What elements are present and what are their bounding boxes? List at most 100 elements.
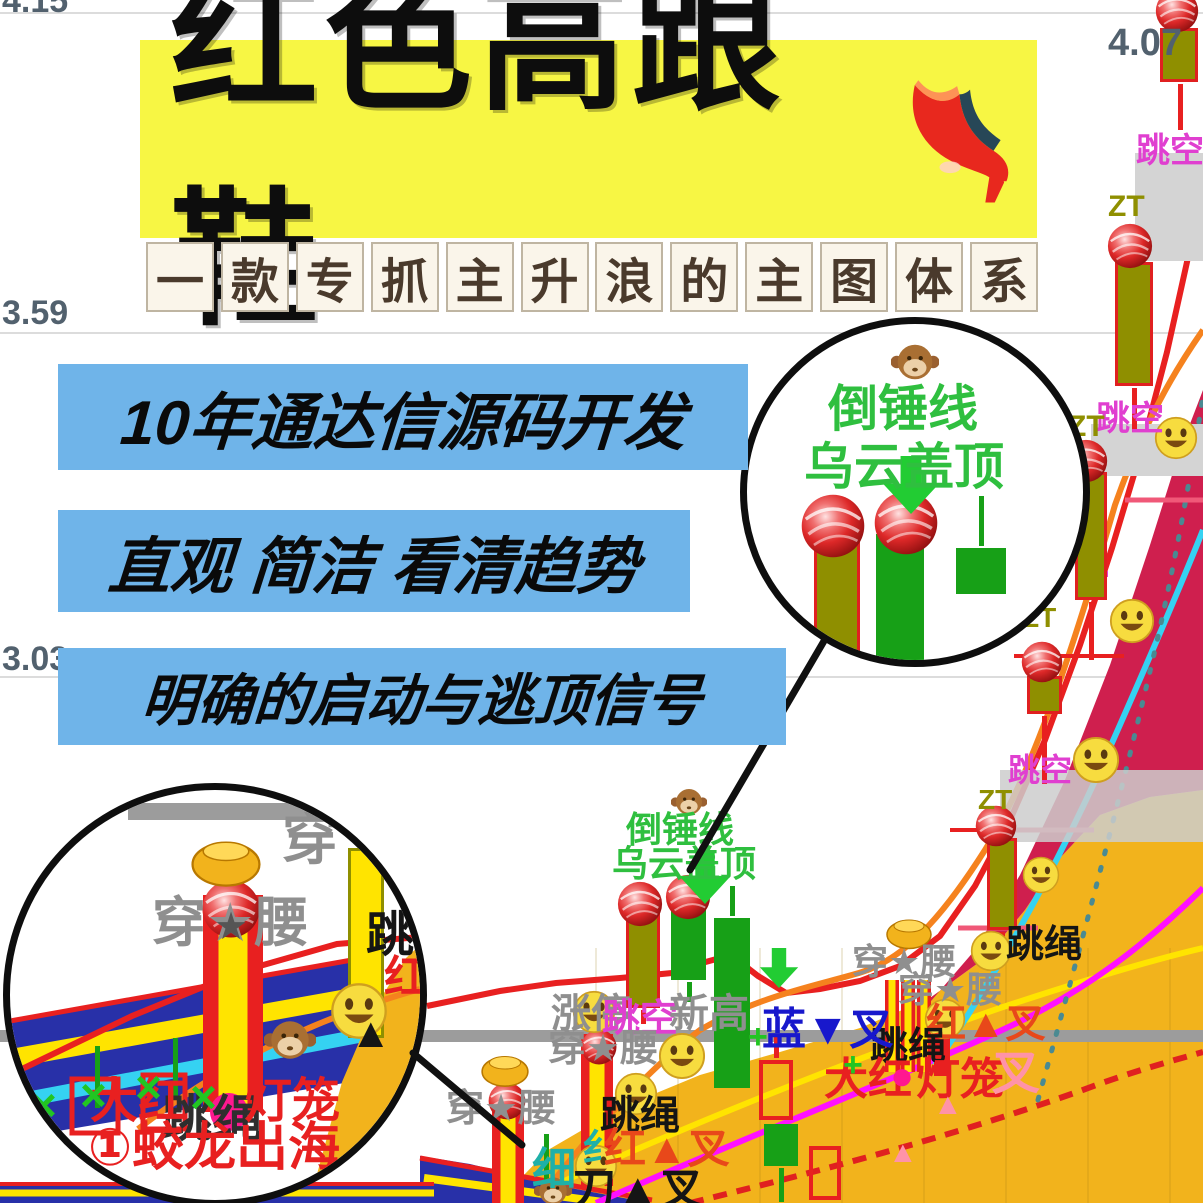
chart-label: 跳空 (1008, 752, 1073, 788)
yarn-ball-emoji-icon (799, 492, 867, 560)
candlestick-redyellow (901, 980, 915, 1072)
chart-label: ● (890, 1054, 915, 1098)
gold-trophy-emoji-icon (188, 830, 264, 891)
smiley-emoji-icon (1109, 598, 1155, 644)
chart-label: 灯笼 (916, 1055, 1004, 1104)
chart-label: × (190, 1071, 217, 1123)
subtitle-char-box: 体 (895, 242, 964, 312)
smiley-emoji-icon (1022, 856, 1060, 894)
chart-label: 跳绳 (600, 1094, 680, 1138)
red-dashed-line (689, 1049, 1203, 1203)
candle-wick (95, 1046, 100, 1108)
chart-label: × (135, 1061, 162, 1113)
gold-area (497, 790, 1203, 1203)
chart-label: 大红 (90, 1075, 187, 1128)
chart-label: + (843, 1046, 863, 1084)
candle-wick (544, 1134, 549, 1182)
chart-label: 穿★腰 (152, 893, 309, 953)
candlestick-olive (626, 912, 660, 1008)
chart-label: 穿★腰 (852, 941, 957, 982)
chart-label: 3.03 (2, 640, 69, 678)
chart-label: ZT (978, 784, 1013, 815)
chart-label: 涨停 (551, 992, 631, 1036)
chart-label: 倒锤线 (828, 381, 978, 437)
magnifier-callout-bottom-left: 穿穿★腰 ★ 跳红跳绳 大红 灯笼 ①蛟龙出海 ▲ × × × × (3, 783, 427, 1203)
chart-label: 穿★腰 (446, 1088, 557, 1130)
candlestick-green (956, 548, 1006, 594)
chart-label: 4.07 (1108, 22, 1182, 64)
chart-label: 3.59 (2, 294, 69, 332)
yarn-ball-emoji-icon (616, 880, 664, 928)
chart-label: 穿 (282, 808, 338, 871)
candle-wick (1178, 84, 1183, 130)
subtitle-char-box: 浪 (595, 242, 664, 312)
candle-wick (774, 1034, 779, 1058)
slogan-banner-2: 直观 简洁 看清趋势 (58, 510, 690, 612)
chart-label: 纟 (582, 1128, 621, 1170)
sell-signal-down-arrow-icon (759, 948, 799, 988)
slogan-banner-3: 明确的启动与逃顶信号 (58, 648, 786, 745)
chart-label: 4.15 (2, 0, 69, 20)
gold-trophy-emoji-icon (479, 1048, 531, 1090)
chart-label: 跳空 (1136, 132, 1203, 170)
chart-label: 蓝▼叉 (762, 1005, 894, 1054)
candlestick-redyellow (885, 980, 899, 1072)
candlestick-green (764, 1124, 798, 1166)
candlestick-redyellow (917, 980, 931, 1072)
chart-label: ▲ (350, 1009, 392, 1056)
slogan-text-2: 直观 简洁 看清趋势 (105, 533, 642, 602)
chart-label: 红 (384, 953, 427, 1002)
chart-label: 跳绳 (870, 1026, 947, 1068)
chart-label: + (748, 1018, 768, 1056)
subtitle-char-box: 抓 (370, 242, 439, 312)
slogan-banner-1: 10年通达信源码开发 (58, 364, 748, 470)
subtitle-char-box: 图 (820, 242, 889, 312)
candle-wick (730, 886, 735, 916)
candle-wick (1132, 388, 1137, 432)
title-banner: 红色高跟鞋 (140, 0, 1037, 343)
candle-wick (1042, 716, 1047, 784)
chart-label: × (80, 1069, 107, 1121)
chart-label: 新高 (669, 992, 749, 1036)
monkey-emoji-icon (891, 338, 939, 386)
smiley-emoji-icon (1072, 736, 1120, 784)
chart-label: × (30, 1079, 57, 1131)
chart-label: 跳空 (1096, 400, 1164, 438)
chart-label: 红▲叉 (926, 1002, 1046, 1046)
chart-label: 乌云盖顶 (804, 439, 1004, 495)
chart-label: ★ (214, 906, 249, 948)
candle-wick (173, 1038, 178, 1098)
candlestick-green (876, 534, 924, 660)
candlestick-green (671, 908, 706, 980)
candlestick-redhollow (759, 1060, 793, 1120)
subtitle-char-box: 款 (220, 242, 289, 312)
candle-wick (979, 496, 984, 546)
candlestick-green (714, 918, 750, 1088)
candlestick-olive (1160, 28, 1198, 82)
chart-label: 跳绳 (162, 1091, 262, 1147)
candle-wick (779, 1168, 784, 1202)
subtitle-char-box: 的 (670, 242, 739, 312)
subtitle-char-box: 升 (520, 242, 589, 312)
slogan-text-1: 10年通达信源码开发 (117, 389, 688, 458)
chart-label: 细 (532, 1145, 576, 1194)
candle-wick (687, 982, 692, 1002)
chart-label: 红▲叉 (604, 1125, 730, 1172)
chart-label: 穿★腰 (898, 969, 1003, 1010)
candlestick-redhollow (809, 1146, 841, 1200)
subtitle-char-box: 一 (146, 242, 214, 312)
subtitle-char-box: 主 (445, 242, 514, 312)
chart-label: 穿★腰 (548, 1028, 659, 1070)
chart-label: 叉 (992, 1047, 1041, 1100)
candlestick-olive (1115, 262, 1153, 386)
yarn-ball-emoji-icon (1020, 640, 1064, 684)
subtitle-char-box: 专 (295, 242, 364, 312)
chart-label: 跳空 (602, 998, 679, 1040)
chart-label: 大红 (824, 1055, 912, 1104)
candlestick-olive (1027, 676, 1062, 714)
chart-label: ①蛟龙出海 (88, 1119, 341, 1177)
subtitle-char-box: 系 (969, 242, 1038, 312)
yarn-ball-emoji-icon (1106, 222, 1154, 270)
chart-label: ▲ (888, 1136, 918, 1169)
